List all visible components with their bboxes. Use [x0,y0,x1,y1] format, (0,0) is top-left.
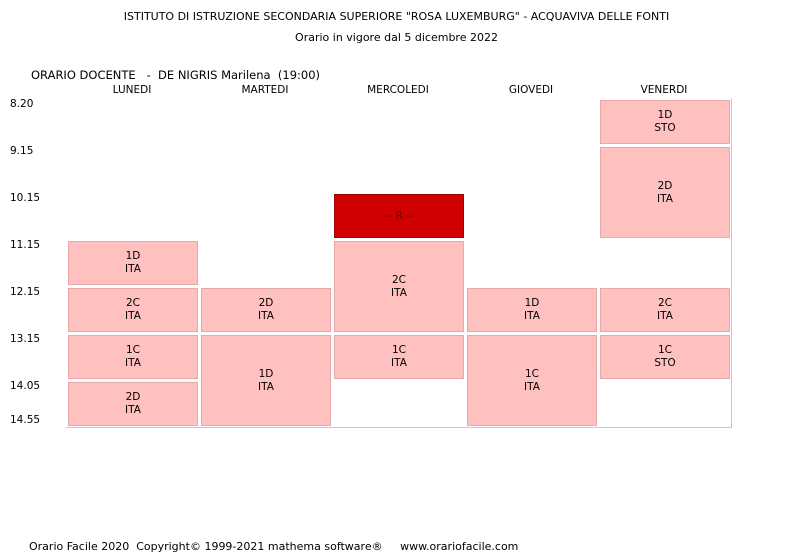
time-label: 9.15 [10,145,34,157]
time-label: 14.55 [10,414,41,426]
timetable-cell [332,145,466,193]
teacher-heading: ORARIO DOCENTE - DE NIGRIS Marilena (19:… [31,68,320,82]
lesson-class: 2D [125,391,141,403]
time-label: 8.20 [10,98,34,110]
lesson-block: 1C ITA [68,335,198,379]
timetable-cell [332,98,466,146]
time-label: 12.15 [10,286,41,298]
lesson-subject: ITA [125,357,141,369]
validity-subtitle: Orario in vigore dal 5 dicembre 2022 [295,31,498,44]
lesson-block: 1C ITA [467,335,597,426]
lesson-block: 1D ITA [201,335,331,426]
timetable-cell [332,380,466,428]
lesson-class: 1C [524,367,539,380]
lesson-class: 2D [657,179,673,192]
day-header-mon: LUNEDI [112,84,152,96]
lesson-class: 2D [258,297,274,309]
lesson-subject: ITA [524,380,540,393]
reserved-slot: -- R -- [334,194,464,238]
lesson-subject: STO [654,122,676,134]
lesson-subject: ITA [258,380,274,393]
timetable-cell [66,98,200,146]
lesson-subject: ITA [125,310,141,322]
lesson-class: 1C [125,344,140,356]
lesson-class: 1C [391,344,406,356]
lesson-block: 2D ITA [201,288,331,332]
lesson-block: 2C ITA [334,241,464,332]
lesson-class: 1D [524,297,540,309]
lesson-subject: ITA [125,263,141,275]
day-header-thu: GIOVEDI [508,84,554,96]
lesson-class: 1D [258,367,274,380]
day-header-fri: VENERDI [640,84,688,96]
lesson-block: 2C ITA [68,288,198,332]
time-label: 10.15 [10,192,41,204]
timetable-cell [199,192,333,240]
school-title: ISTITUTO DI ISTRUZIONE SECONDARIA SUPERI… [123,10,670,23]
timetable-cell [598,239,732,287]
lesson-subject: STO [654,357,676,369]
lesson-class: 2C [125,297,140,309]
lesson-subject: ITA [524,310,540,322]
footer-copyright: Orario Facile 2020 Copyright© 1999-2021 … [29,540,519,553]
lesson-class: 1D [125,250,141,262]
time-label: 14.05 [10,380,41,392]
timetable-grid: 1D STO 2D ITA -- R -- 1D ITA 2C ITA 2C ITA 2D ITA 1D I… [66,98,732,428]
lesson-subject: ITA [391,357,407,369]
lesson-block: 2D ITA [600,147,730,238]
lesson-block: 1C ITA [334,335,464,379]
lesson-block: 1D STO [600,100,730,144]
lesson-subject: ITA [125,404,141,416]
time-label: 11.15 [10,239,41,251]
timetable-cell [66,192,200,240]
timetable-cell [465,98,599,146]
lesson-class: 1D [657,109,673,121]
timetable-cell [199,98,333,146]
timetable-cell [199,145,333,193]
lesson-subject: ITA [657,192,673,205]
timetable-cell [465,239,599,287]
lesson-subject: ITA [391,286,407,299]
timetable-cell [199,239,333,287]
time-label: 13.15 [10,333,41,345]
timetable-cell [465,145,599,193]
timetable-cell [598,380,732,428]
lesson-subject: ITA [258,310,274,322]
lesson-block: 1C STO [600,335,730,379]
lesson-block: 2D ITA [68,382,198,426]
timetable-cell [465,192,599,240]
lesson-class: 2C [657,297,672,309]
lesson-class: 2C [391,273,406,286]
lesson-block: 1D ITA [467,288,597,332]
day-header-wed: MERCOLEDI [367,84,429,96]
timetable-cell [66,145,200,193]
lesson-subject: -- R -- [384,209,414,222]
lesson-subject: ITA [657,310,673,322]
lesson-class: 1C [657,344,672,356]
lesson-block: 1D ITA [68,241,198,285]
day-header-tue: MARTEDI [241,84,289,96]
lesson-block: 2C ITA [600,288,730,332]
